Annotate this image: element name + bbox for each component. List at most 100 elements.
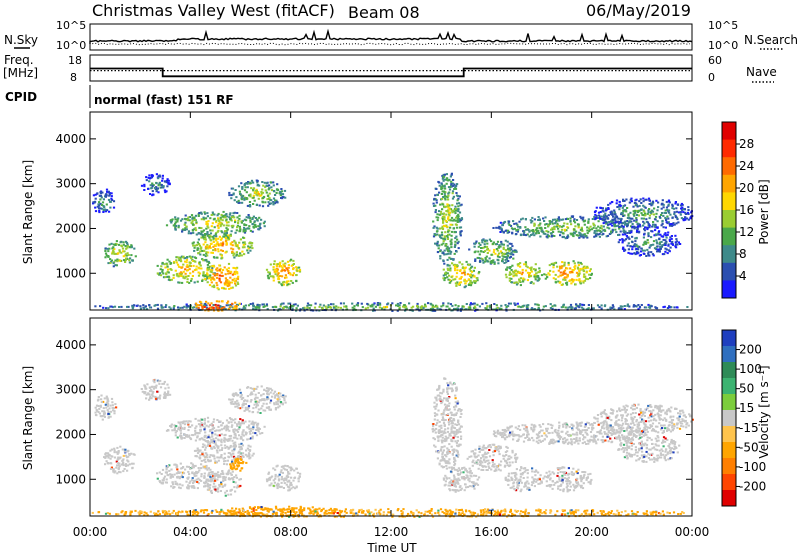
range-gate-cell (220, 438, 223, 441)
range-gate-cell (202, 438, 205, 441)
range-gate-cell (501, 224, 504, 227)
range-gate-cell (228, 439, 231, 442)
range-gate-cell (276, 188, 280, 191)
range-gate-cell (262, 409, 265, 412)
range-gate-cell (625, 210, 628, 213)
range-gate-cell (178, 281, 181, 284)
range-gate-cell (667, 203, 670, 206)
range-gate-cell (153, 381, 156, 384)
range-gate-cell (431, 304, 435, 307)
range-gate-cell (210, 438, 213, 441)
range-gate-cell (105, 455, 108, 458)
range-gate-cell (183, 223, 187, 226)
range-gate-cell (252, 389, 256, 392)
range-gate-cell (432, 437, 435, 440)
range-gate-cell (283, 482, 286, 485)
range-gate-cell (581, 303, 584, 306)
range-gate-cell (528, 267, 531, 270)
range-gate-cell (204, 217, 208, 220)
range-gate-cell (103, 412, 106, 414)
range-gate-cell (621, 206, 624, 209)
range-gate-cell (446, 236, 449, 239)
range-gate-cell (581, 229, 584, 232)
range-gate-cell (247, 452, 251, 455)
range-gate-cell (152, 387, 155, 390)
range-gate-cell (176, 436, 179, 439)
range-gate-cell (121, 448, 124, 451)
range-gate-cell (117, 456, 120, 459)
range-gate-cell (638, 245, 641, 248)
nsearch-tick-top: 10^5 (708, 19, 738, 32)
range-gate-cell (153, 304, 156, 307)
freq-tick-top: 18 (68, 54, 82, 67)
range-gate-cell (140, 388, 143, 390)
range-gate-cell (469, 279, 472, 282)
range-gate-cell (232, 224, 235, 227)
range-gate-cell (453, 252, 456, 255)
range-gate-cell (180, 260, 183, 263)
range-gate-cell (672, 222, 675, 225)
range-gate-cell (213, 265, 216, 268)
range-gate-cell (222, 473, 225, 475)
range-gate-cell (167, 474, 170, 477)
range-gate-cell (226, 428, 229, 431)
range-gate-cell (570, 215, 573, 218)
range-gate-cell (432, 235, 436, 238)
range-gate-cell (654, 215, 658, 218)
range-gate-cell (266, 387, 269, 390)
range-gate-cell (237, 219, 240, 222)
range-gate-cell (272, 197, 276, 200)
range-gate-cell (232, 436, 235, 439)
range-gate-cell (116, 464, 119, 467)
range-gate-cell (213, 447, 216, 450)
range-gate-cell (249, 445, 252, 448)
range-gate-cell (231, 400, 234, 403)
range-gate-cell (279, 471, 282, 474)
range-gate-cell (666, 252, 669, 255)
range-gate-cell (451, 190, 455, 193)
range-gate-cell (284, 468, 287, 471)
range-gate-cell (234, 418, 237, 421)
range-gate-cell (262, 196, 266, 199)
range-gate-cell (434, 309, 437, 312)
range-gate-cell (233, 428, 236, 431)
range-gate-cell (189, 438, 193, 441)
range-gate-cell (214, 245, 217, 247)
range-gate-cell (225, 218, 228, 221)
range-gate-cell (495, 304, 498, 307)
range-gate-cell (235, 267, 238, 270)
range-gate-cell (449, 434, 452, 437)
range-gate-cell (209, 475, 212, 478)
range-gate-cell (445, 182, 448, 185)
range-gate-cell (290, 476, 293, 479)
range-gate-cell (126, 450, 130, 452)
range-gate-cell (108, 210, 111, 213)
range-gate-cell (169, 473, 172, 476)
range-gate-cell (515, 233, 518, 235)
range-gate-cell (566, 235, 569, 238)
range-gate-cell (204, 485, 207, 487)
range-gate-cell (247, 181, 250, 183)
range-gate-cell (118, 457, 121, 460)
range-gate-cell (212, 245, 215, 248)
range-gate-cell (240, 254, 243, 257)
range-gate-cell (660, 224, 663, 227)
range-gate-cell (510, 253, 513, 256)
range-gate-cell (449, 243, 452, 246)
range-gate-cell (664, 250, 667, 253)
range-gate-cell (168, 464, 171, 467)
range-gate-cell (319, 303, 322, 306)
range-gate-cell (211, 428, 214, 431)
range-gate-cell (244, 304, 247, 307)
range-gate-cell (473, 280, 476, 283)
range-gate-cell (651, 253, 654, 256)
range-gate-cell (113, 456, 117, 459)
range-gate-cell (408, 302, 411, 305)
range-gate-cell (122, 464, 125, 467)
range-gate-cell (111, 199, 114, 201)
range-gate-cell (225, 227, 228, 230)
range-gate-cell (440, 183, 443, 186)
range-gate-cell (510, 273, 513, 276)
range-gate-cell (457, 247, 460, 250)
range-gate-cell (242, 456, 245, 458)
